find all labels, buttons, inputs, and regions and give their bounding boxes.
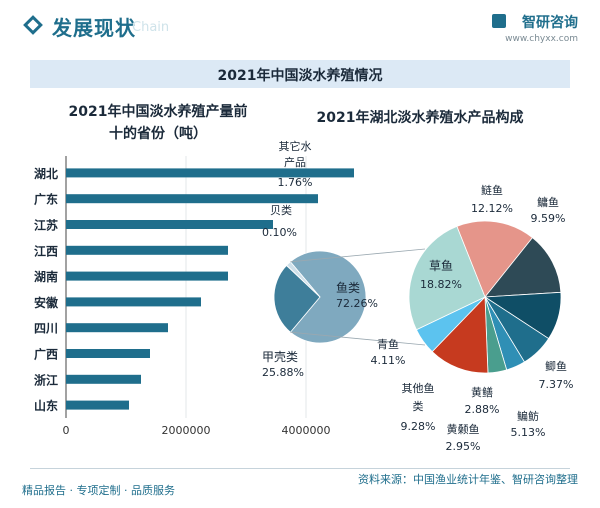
pie-label: 贝类 [270,203,292,217]
pie-label: 其它水 [279,139,312,153]
pie-label: 5.13% [511,426,546,439]
pie-label: 鳙鱼 [537,195,559,209]
pie-label: 黄鳝 [471,385,493,399]
bar [66,194,318,204]
pie-label: 类 [413,399,424,413]
y-tick-label: 江西 [34,243,58,258]
pie-label: 18.82% [420,278,462,291]
logo-diamond-icon [23,15,43,35]
bar [66,374,141,384]
pie-label: 12.12% [471,202,513,215]
footer-tagline: 精品报告 · 专项定制 · 品质服务 [22,484,175,497]
breakdown-slice [408,225,486,331]
pie-slice [286,261,321,298]
breakdown-slice [456,220,534,298]
y-tick-label: 四川 [34,322,58,336]
bar [66,323,168,333]
y-tick-label: 广西 [34,347,58,362]
y-tick-label: 安徽 [34,295,59,310]
y-tick-label: 广东 [34,192,58,207]
y-tick-label: 浙江 [34,372,58,387]
pie-label: 9.59% [531,212,566,225]
pie-label: 9.28% [401,420,436,433]
pie-label: 甲壳类 [262,350,298,364]
x-tick-label: 4000000 [282,424,331,437]
connector-line [290,331,426,346]
x-tick-label: 2000000 [162,424,211,437]
bar [66,245,228,255]
brand-name: 智研咨询 [522,15,578,31]
pie-chart-title: 2021年湖北淡水养殖水产品构成 [317,109,524,126]
page-title: 发展现状 [52,16,136,40]
y-tick-label: 江苏 [34,218,58,233]
pie-label: 其他鱼 [402,381,435,395]
pie-label: 72.26% [336,297,378,310]
bar [66,271,228,281]
footer-source: 资料来源：中国渔业统计年鉴、智研咨询整理 [358,473,578,486]
brand-logo-icon [492,14,506,28]
pie-slice [273,264,321,333]
banner: 2021年中国淡水养殖情况 [30,60,570,88]
brand-url: www.chyxx.com [505,34,578,44]
pie-label: 2.95% [446,440,481,453]
pie-label: 草鱼 [429,259,453,273]
pie-label: 25.88% [262,366,304,379]
page-subtitle: Chain [132,20,170,35]
bar [66,400,129,410]
x-tick-label: 0 [63,424,70,437]
bar-chart-title: 十的省份（吨） [109,125,207,142]
pie-label: 4.11% [371,354,406,367]
pie-label: 1.76% [278,176,313,189]
y-tick-label: 山东 [34,398,58,413]
banner-title: 2021年中国淡水养殖情况 [217,68,383,84]
footer-divider [30,468,570,469]
pie-label: 鳊鲂 [517,409,539,423]
y-tick-label: 湖北 [34,166,58,181]
bar [66,297,201,307]
pie-label: 鲢鱼 [481,183,503,197]
pie-label: 2.88% [465,403,500,416]
bar [66,168,354,178]
connector-line [290,248,426,263]
pie-label: 7.37% [539,378,574,391]
bar [66,220,273,229]
pie-label: 鲫鱼 [545,359,567,373]
pie-label: 产品 [284,155,306,169]
bar [66,349,150,358]
pie-slice [289,250,367,344]
pie-label: 黄颡鱼 [447,422,480,436]
brand: 智研咨询 www.chyxx.com [505,12,578,44]
pie-label: 鱼类 [336,281,360,295]
breakdown-slice [431,296,489,374]
pie-label: 青鱼 [377,337,399,351]
breakdown-slice [484,237,562,298]
pie-label: 0.10% [262,226,297,239]
y-tick-label: 湖南 [34,269,58,284]
bar-chart-title: 2021年中国淡水养殖产量前 [69,103,248,120]
page-header: 发展现状 Chain 智研咨询 www.chyxx.com [0,0,600,52]
